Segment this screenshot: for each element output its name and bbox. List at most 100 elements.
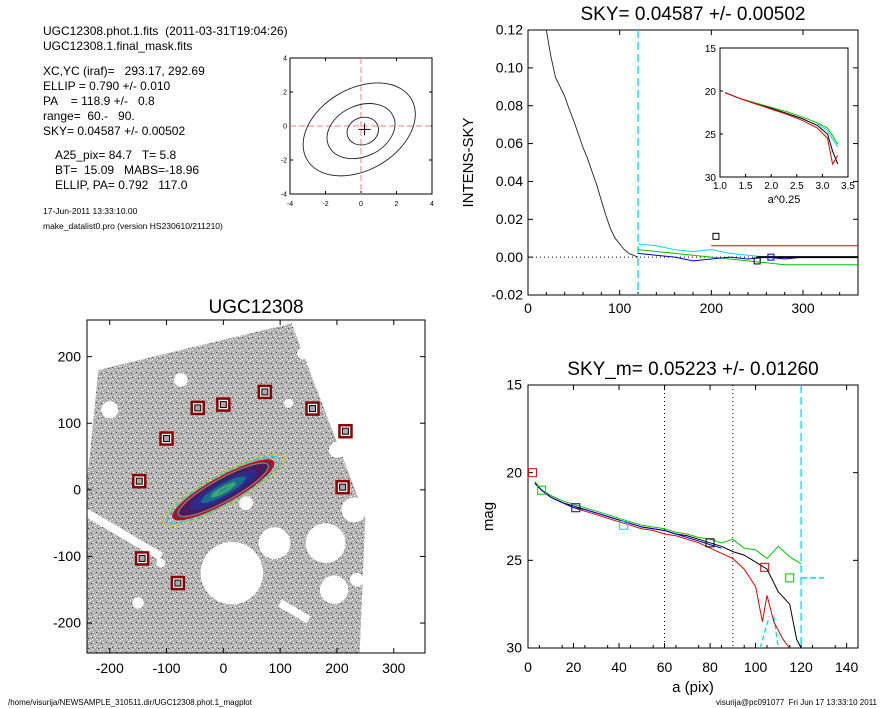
- x-tick-label: 200: [700, 300, 724, 316]
- masked-star: [350, 572, 364, 587]
- contour-level: [346, 116, 379, 146]
- inset-x-tick-label: 2.0: [764, 181, 778, 192]
- y-tick-label: 15: [506, 377, 522, 393]
- masked-star: [319, 575, 349, 604]
- x-tick-label: 20: [566, 659, 582, 675]
- inset-y-tick-label: 15: [705, 44, 717, 55]
- chart-title: SKY= 0.04587 +/- 0.00502: [580, 4, 805, 25]
- param-line: XC,YC (iraf)= 293.17, 292.69: [43, 64, 205, 78]
- inset-x-tick-label: 1.0: [713, 181, 727, 192]
- x-tick-label: 300: [791, 300, 815, 316]
- masked-star: [200, 541, 264, 605]
- y-tick-label: 0.04: [496, 173, 523, 189]
- masked-star: [127, 338, 137, 348]
- data-marker: [712, 232, 720, 240]
- mag-marker: [528, 468, 538, 478]
- derived-line: BT= 15.09 MABS=-18.96: [55, 163, 200, 177]
- param-line: range= 60.- 90.: [43, 109, 135, 123]
- masked-star: [284, 398, 294, 408]
- param-line: PA = 118.9 +/- 0.8: [43, 94, 155, 108]
- mask-star-core: [135, 477, 143, 485]
- image-frame: [86, 319, 426, 654]
- data-marker: [767, 253, 775, 261]
- x-tick-label: 40: [611, 659, 627, 675]
- y-tick-label: 0.02: [496, 211, 523, 227]
- masked-streak: [87, 508, 163, 560]
- mask-star-core: [163, 435, 171, 443]
- contour-level: [326, 103, 396, 160]
- cyan-error-dash: [773, 616, 779, 649]
- y-tick-label: 30: [506, 640, 522, 656]
- x-tick-label: 0: [524, 659, 532, 675]
- galaxy-isophote: [166, 455, 281, 524]
- masked-star: [156, 558, 166, 568]
- param-line: SKY= 0.04587 +/- 0.00502: [43, 124, 186, 138]
- contour-level: [302, 82, 416, 177]
- x-tick-label: 0: [359, 201, 363, 208]
- x-tick-label: 0: [219, 660, 227, 676]
- sky-chart: SKY= 0.04587 +/- 0.00502 INTENS-SKY 0 100 20…: [460, 4, 859, 316]
- galaxy-isophote: [161, 453, 285, 527]
- masked-streak: [278, 599, 311, 624]
- chart-title: SKY_m= 0.05223 +/- 0.01260: [567, 359, 818, 380]
- y-tick-label: 0: [283, 123, 287, 130]
- mask-star-core: [341, 427, 349, 435]
- chart-title: UGC12308: [208, 297, 303, 318]
- inset-y-tick-label: 30: [705, 173, 717, 184]
- inset-x-tick-label: 3.5: [841, 181, 855, 192]
- derived-line: ELLIP, PA= 0.792 117.0: [55, 178, 188, 192]
- y-tick-label: 100: [58, 415, 82, 431]
- file-line: UGC12308.phot.1.fits (2011-03-31T19:04:2…: [43, 24, 288, 38]
- cyan-error-dash: [759, 616, 770, 649]
- data-marker: [753, 257, 761, 265]
- inset-y-tick-label: 20: [705, 87, 717, 98]
- galaxy-image-chart: UGC12308 -200 -100 0 100 200 300 -200 -100 0 100 20…: [53, 297, 426, 676]
- x-tick-label: 100: [268, 660, 292, 676]
- profile-line: [545, 29, 639, 258]
- mask-star-core: [194, 404, 202, 412]
- mask-star-core: [219, 401, 227, 409]
- mask-star-core: [339, 483, 347, 491]
- x-tick-label: 0: [524, 300, 532, 316]
- masked-star: [258, 527, 291, 560]
- y-tick-label: 0.00: [496, 249, 523, 265]
- x-tick-label: 2: [395, 201, 399, 208]
- inset-x-tick-label: 2.5: [790, 181, 804, 192]
- program-line: make_datalist0.pro (version HS230610/211…: [43, 221, 223, 231]
- x-tick-label: -4: [287, 201, 293, 208]
- derived-line: A25_pix= 84.7 T= 5.8: [55, 148, 177, 162]
- y-tick-label: -100: [53, 548, 81, 564]
- param-line: ELLIP = 0.790 +/- 0.010: [43, 79, 171, 93]
- inset-y-tick-label: 25: [705, 130, 717, 141]
- mag-frame: [527, 384, 859, 649]
- x-tick-label: 200: [325, 660, 349, 676]
- mag-marker: [619, 520, 629, 530]
- y-tick-label: 20: [506, 464, 522, 480]
- galaxy-isophote: [217, 486, 229, 494]
- y-axis-label: mag: [480, 502, 497, 531]
- inset-series-red: [724, 92, 839, 166]
- masked-star: [305, 523, 346, 563]
- footer-path: /home/visurija/NEWSAMPLE_310511.dir/UGC1…: [8, 698, 252, 707]
- inset-series-cyan: [817, 123, 839, 148]
- mag-series-green: [534, 481, 802, 565]
- mag-marker: [760, 562, 770, 572]
- mask-star-core: [261, 388, 269, 396]
- mag-marker: [785, 573, 795, 583]
- mask-star-core: [174, 579, 182, 587]
- mag-marker: [705, 538, 715, 548]
- x-tick-label: 60: [657, 659, 673, 675]
- date-line: 17-Jun-2011 13:33:10.00: [43, 206, 138, 216]
- mask-star-core: [138, 554, 146, 562]
- masked-star: [239, 496, 253, 510]
- x-tick-label: 140: [835, 659, 859, 675]
- x-tick-label: 100: [744, 659, 768, 675]
- y-tick-label: 4: [283, 55, 287, 62]
- x-tick-label: 80: [702, 659, 718, 675]
- masked-star: [328, 441, 345, 458]
- y-axis-label: INTENS-SKY: [460, 117, 477, 207]
- y-tick-label: -200: [53, 615, 81, 631]
- y-tick-label: 25: [506, 552, 522, 568]
- y-tick-label: -4: [281, 191, 287, 198]
- x-tick-label: -100: [153, 660, 181, 676]
